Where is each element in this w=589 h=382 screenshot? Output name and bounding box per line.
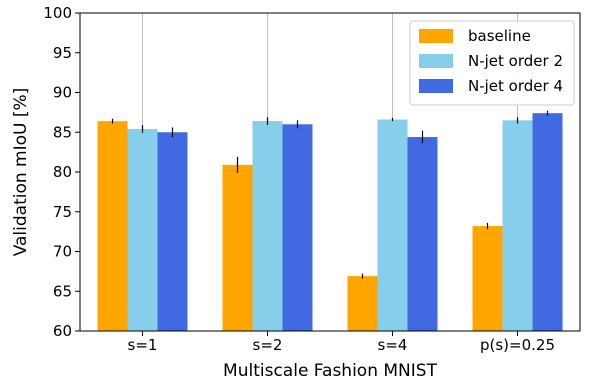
bar	[472, 226, 503, 331]
bar	[347, 276, 378, 331]
bar	[222, 164, 253, 331]
x-tick-label: s=1	[128, 336, 158, 354]
y-tick-label: 80	[53, 163, 72, 181]
bar	[97, 121, 128, 332]
bar	[282, 124, 313, 331]
error-bar-layer	[111, 110, 549, 279]
x-tick-label: s=4	[378, 336, 408, 354]
bar	[127, 129, 158, 331]
x-tick-label: s=2	[253, 336, 283, 354]
y-tick-label: 75	[53, 203, 72, 221]
x-axis-label: Multiscale Fashion MNIST	[223, 361, 438, 381]
y-axis: 60 65 70 75 80 85 90 95 100	[43, 4, 80, 340]
y-axis-label: Validation mIoU [%]	[11, 88, 31, 257]
y-tick-label: 65	[53, 282, 72, 300]
bar	[157, 132, 188, 331]
y-tick-label: 90	[53, 84, 72, 102]
y-tick-label: 85	[53, 123, 72, 141]
x-tick-label: p(s)=0.25	[480, 336, 555, 354]
legend: baseline N-jet order 2 N-jet order 4	[409, 20, 575, 106]
legend-label: baseline	[468, 27, 531, 45]
legend-swatch	[419, 29, 453, 43]
bar	[502, 120, 533, 331]
y-tick-label: 100	[43, 4, 72, 22]
y-tick-label: 60	[53, 322, 72, 340]
legend-swatch	[419, 79, 453, 93]
y-tick-label: 70	[53, 243, 72, 261]
y-tick-label: 95	[53, 44, 72, 62]
legend-swatch	[419, 54, 453, 68]
x-axis: s=1 s=2 s=4 p(s)=0.25	[128, 331, 555, 354]
legend-label: N-jet order 2	[468, 52, 563, 70]
bar	[407, 137, 438, 331]
bar	[532, 113, 563, 331]
bar-layer	[97, 113, 563, 332]
bar	[377, 119, 408, 331]
legend-label: N-jet order 4	[468, 77, 563, 95]
bar	[252, 121, 283, 332]
